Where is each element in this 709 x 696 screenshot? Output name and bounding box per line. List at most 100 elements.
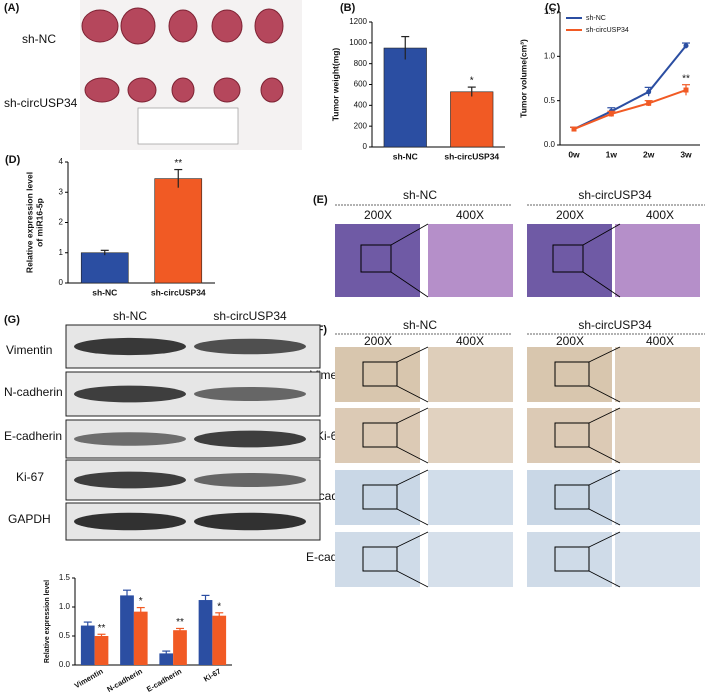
zoom-line [582,271,621,298]
y-axis-label: Relative expression level [24,172,34,273]
marker [571,126,577,132]
tumor [120,7,156,45]
zoom-line [396,385,429,403]
x-tick-label: Ki-67 [202,667,222,684]
row-label: E-cadherin [4,429,62,443]
tumor [84,77,120,103]
tumor [213,77,241,103]
tumor [211,9,243,43]
significance: ** [98,623,106,634]
blot-band [74,337,186,356]
magnification: 200X [556,208,584,222]
blot-band [74,385,186,403]
row-label: sh-circUSP34 [4,96,78,110]
zoom-box [362,484,398,510]
tumor [254,8,284,44]
zoom-line [396,570,429,588]
bar [133,611,148,665]
significance: * [139,596,143,607]
zoom-box [552,244,584,273]
ihc-image [615,347,700,402]
tumor [171,77,195,103]
zoom-line [588,346,621,363]
blot-band [194,430,306,448]
zoom-box [362,361,398,387]
zoom-box [554,546,590,572]
zoom-line [582,223,621,246]
group-label: sh-NC [403,188,437,202]
ihc-image [335,470,420,525]
ihc-image [335,532,420,587]
ihc-image [428,532,513,587]
row-label: N-cadherin [4,385,63,399]
marker [646,89,652,95]
x-tick-label: sh-NC [393,151,418,161]
marker [646,100,652,106]
group-label: sh-circUSP34 [578,318,652,332]
marker [683,87,689,93]
panel-label: (E) [313,194,328,206]
y-tick-label: 3 [59,187,64,196]
y-tick-label: 1.0 [544,51,556,60]
x-tick-label: sh-NC [92,287,117,297]
bar [80,625,95,665]
y-tick-label: 400 [354,100,368,109]
bar [94,636,109,665]
he-image [335,224,420,297]
y-tick-label: 1.5 [59,573,71,582]
zoom-line [396,407,429,424]
x-tick-label: Vimentin [73,666,105,690]
zoom-line [390,223,429,246]
blot-band [194,512,306,531]
legend-label: sh-NC [586,15,606,22]
column-label: sh-NC [113,309,147,323]
marker [683,43,689,49]
significance: * [217,601,221,612]
bar [80,252,129,284]
ihc-image [428,408,513,463]
y-tick-label: 0 [363,142,368,151]
blot-band [194,387,306,401]
significance: * [470,76,474,87]
x-tick-label: sh-circUSP34 [151,287,206,297]
bar [383,47,427,148]
bar [120,595,134,665]
y-tick-label: 1000 [349,38,367,47]
zoom-line [588,385,621,403]
line [573,45,687,130]
y-tick-label: 0.5 [59,631,71,640]
bar [198,600,213,665]
tumor [260,77,284,103]
zoom-line [396,469,429,486]
zoom-line [588,469,621,486]
y-tick-label: 1200 [349,17,367,26]
y-axis-label: Tumor volume(cm³) [518,39,528,118]
zoom-box [362,546,398,572]
magnification: 200X [364,334,392,348]
ihc-image [615,532,700,587]
zoom-box [554,361,590,387]
y-axis-label: of miR16-5p [34,198,44,247]
zoom-box [554,422,590,448]
y-tick-label: 200 [354,121,368,130]
ihc-image [527,408,612,463]
zoom-line [588,570,621,588]
line [573,89,687,130]
bar [212,615,227,665]
panel-label: (A) [4,2,20,14]
zoom-line [396,446,429,464]
zoom-box [554,484,590,510]
magnification: 400X [646,208,674,222]
y-tick-label: 0.0 [544,140,556,149]
bar [450,91,494,148]
blot-band [74,432,186,446]
ruler [137,107,239,145]
blot-band [194,473,306,487]
significance: ** [176,617,184,628]
y-tick-label: 0.0 [59,660,71,669]
y-tick-label: 0.5 [544,96,556,105]
y-tick-label: 0 [59,278,64,287]
zoom-line [588,446,621,464]
ihc-image [615,408,700,463]
